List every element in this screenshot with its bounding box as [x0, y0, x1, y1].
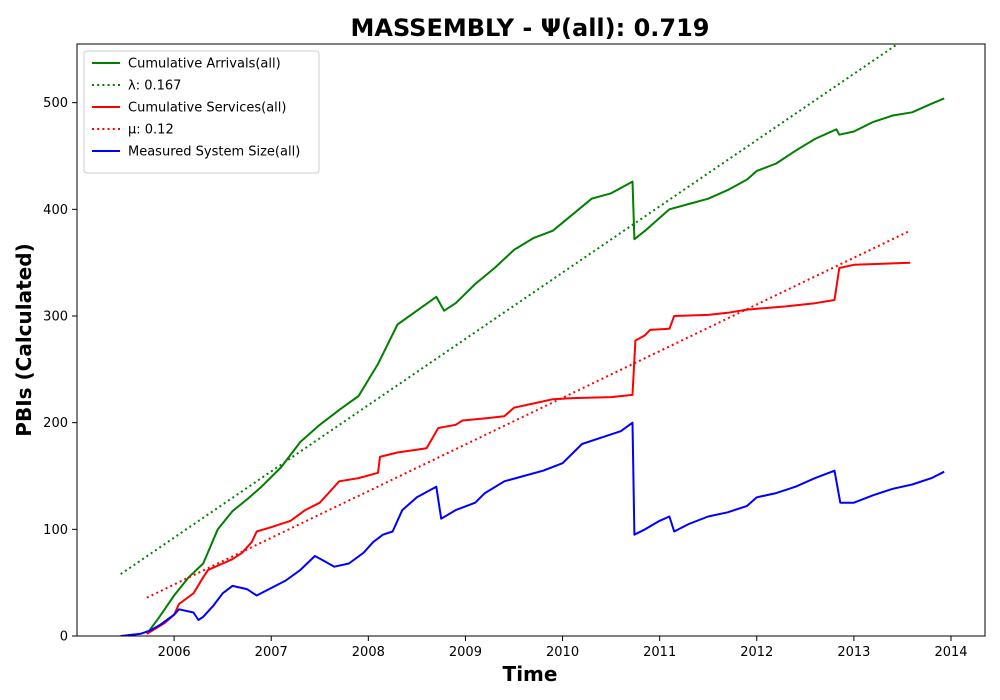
legend-entry-2: λ: 0.167 — [128, 79, 181, 94]
legend-entry-1: Cumulative Arrivals(all) — [128, 57, 281, 72]
x-tick-label: 2008 — [352, 645, 385, 660]
y-tick-label: 300 — [43, 310, 68, 325]
x-tick-label: 2007 — [255, 645, 288, 660]
series-line-1 — [146, 97, 945, 635]
y-tick-label: 100 — [43, 523, 68, 538]
series-line-3 — [146, 261, 911, 635]
y-axis: 0 100 200 300 400 500 — [43, 96, 77, 645]
x-axis-title: Time — [503, 662, 558, 686]
x-tick-label: 2010 — [546, 645, 579, 660]
legend-entry-4: μ: 0.12 — [128, 123, 174, 138]
series-line-4 — [146, 229, 911, 599]
y-axis-title: PBIs (Calculated) — [12, 243, 36, 436]
plot-area — [76, 43, 986, 637]
series-line-2 — [120, 44, 899, 575]
series-group — [120, 44, 945, 636]
y-tick-label: 0 — [60, 630, 68, 645]
series-line-5 — [120, 421, 945, 636]
chart-title: MASSEMBLY - Ψ(all): 0.719 — [351, 14, 710, 42]
x-tick-label: 2012 — [740, 645, 773, 660]
legend: Cumulative Arrivals(all) λ: 0.167 Cumulati… — [83, 50, 320, 174]
x-tick-label: 2011 — [643, 645, 676, 660]
x-axis: 2006 2007 2008 2009 2010 2011 2012 2013 2014 — [158, 636, 968, 660]
plot-frame — [76, 43, 986, 637]
legend-entry-3: Cumulative Services(all) — [128, 101, 286, 116]
x-tick-label: 2013 — [837, 645, 870, 660]
x-tick-label: 2006 — [158, 645, 191, 660]
legend-entry-5: Measured System Size(all) — [128, 145, 300, 160]
x-tick-label: 2014 — [934, 645, 967, 660]
y-tick-label: 400 — [43, 203, 68, 218]
y-tick-label: 500 — [43, 96, 68, 111]
legend-box — [83, 50, 320, 174]
x-tick-label: 2009 — [449, 645, 482, 660]
y-tick-label: 200 — [43, 416, 68, 431]
